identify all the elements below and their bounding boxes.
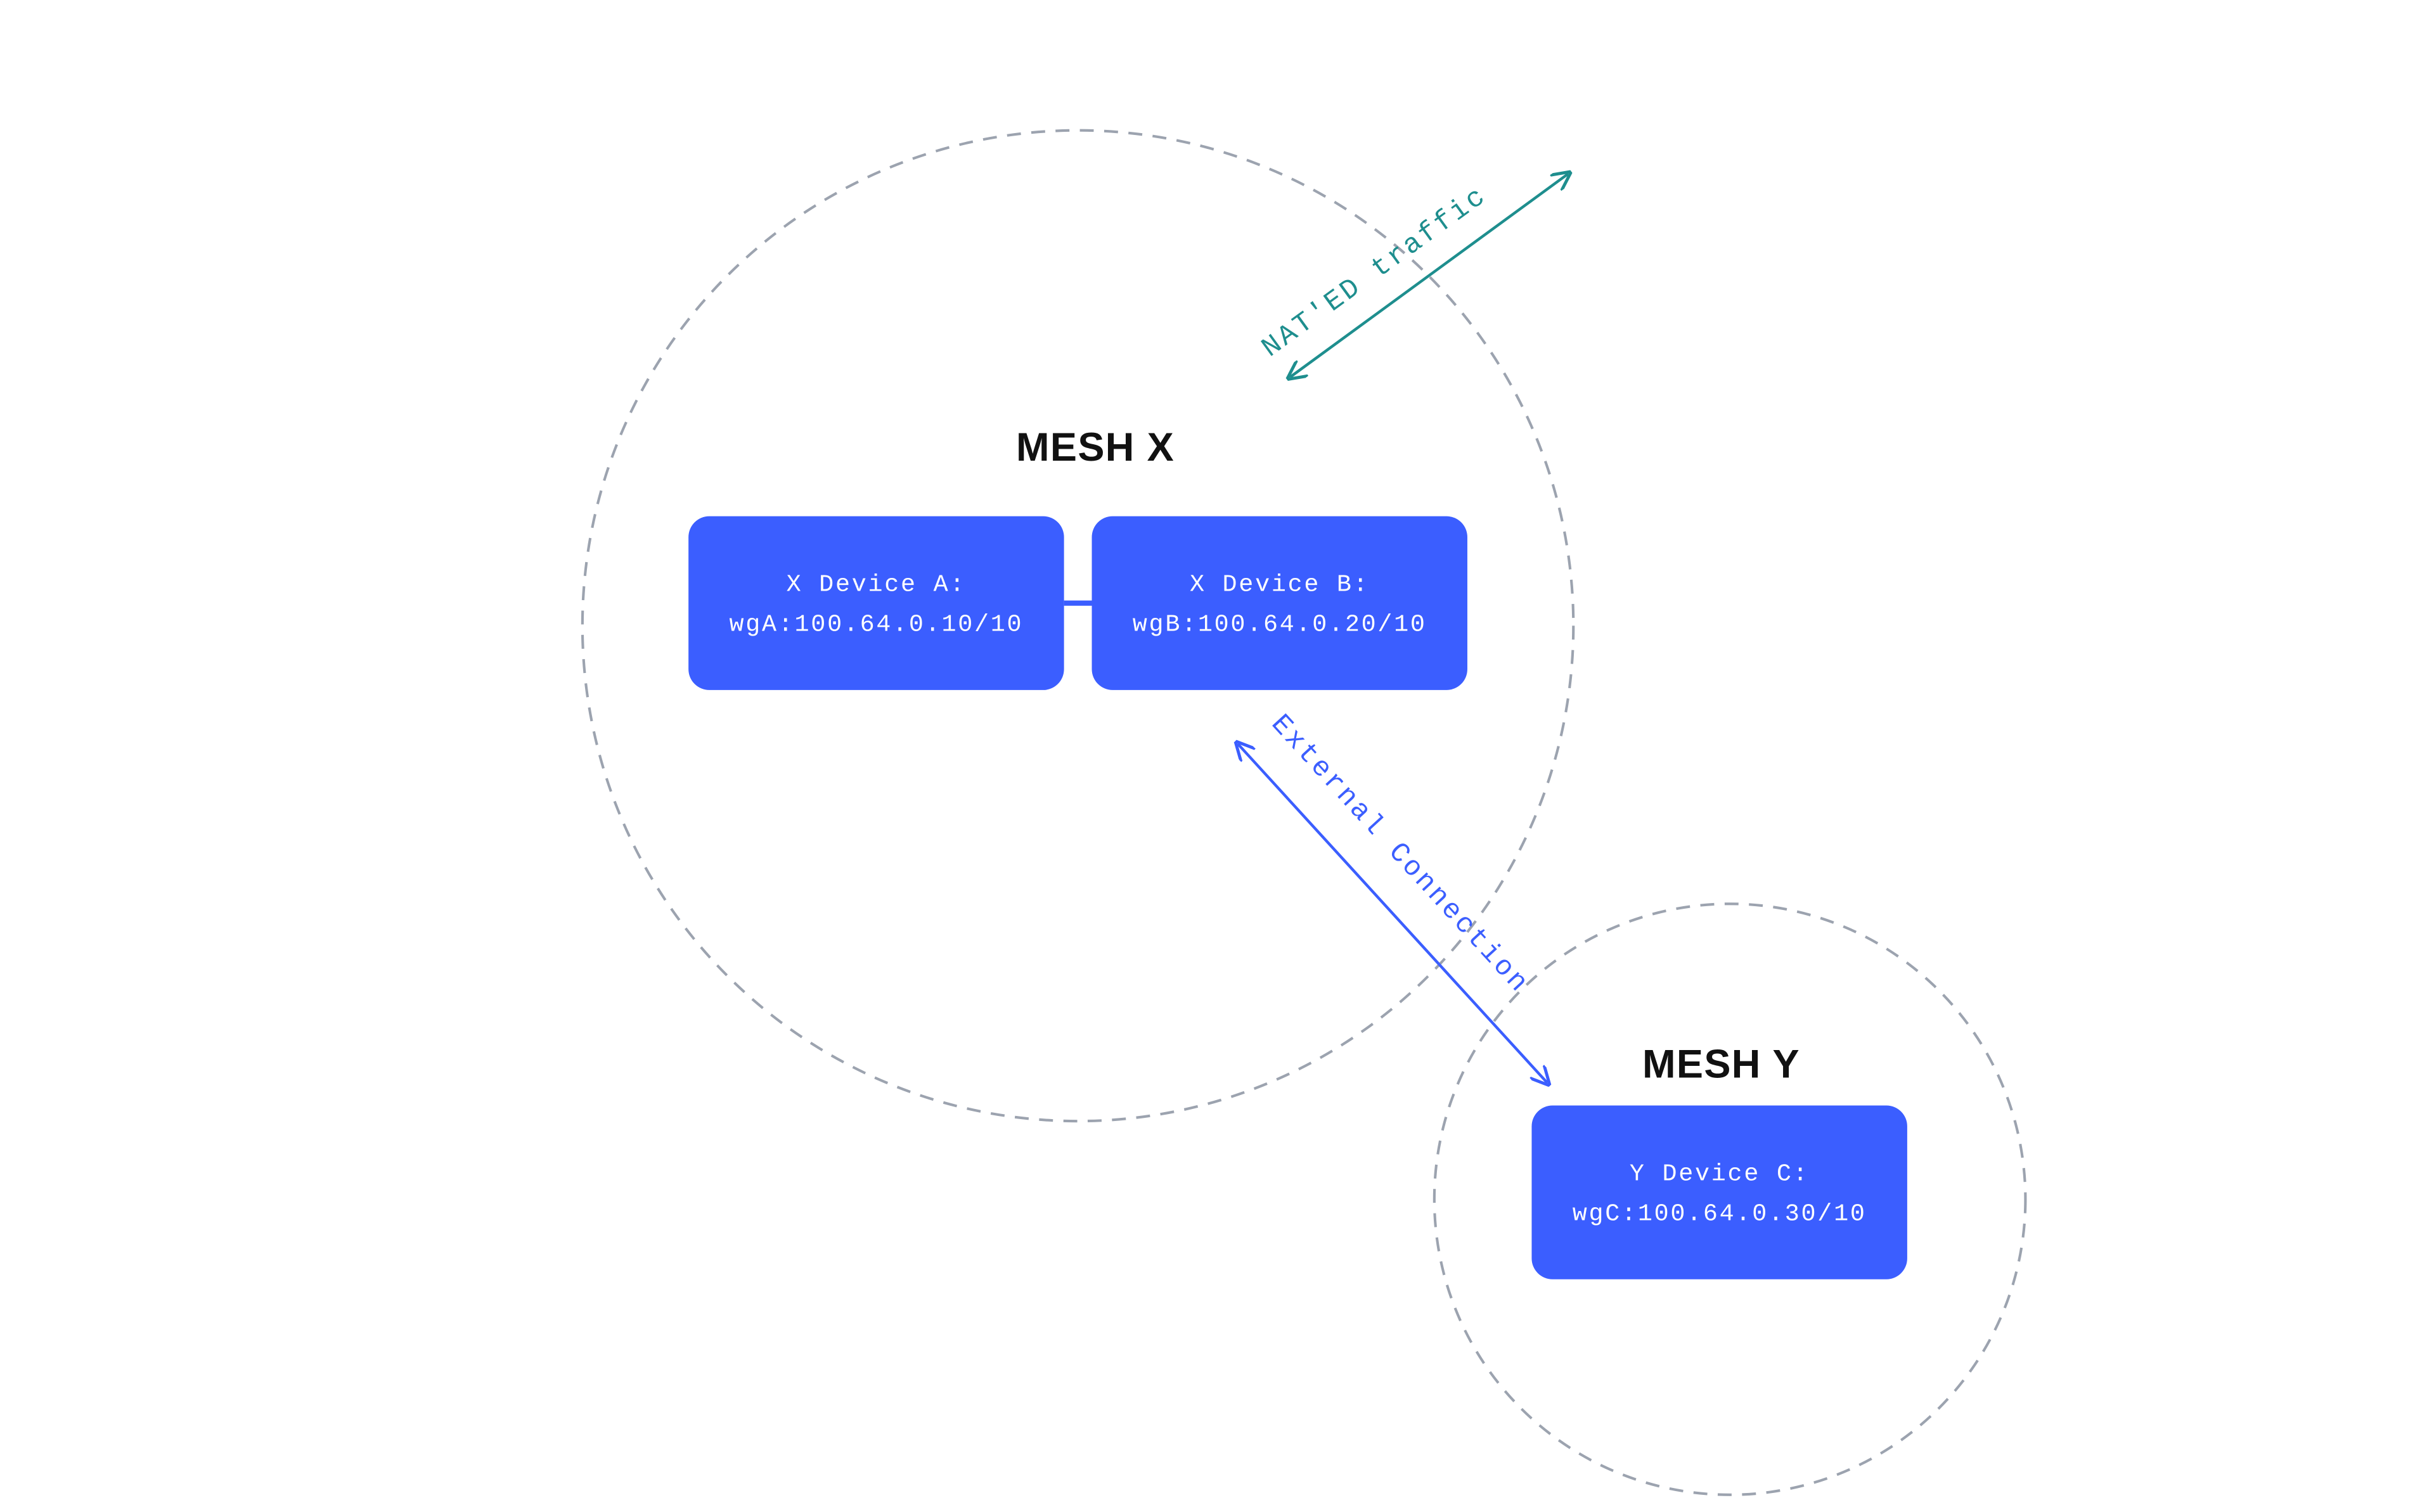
device-a-line1: X Device A:	[787, 571, 967, 599]
arrow-nat-label: NAT'ED traffic	[1256, 180, 1493, 364]
device-c-line2: wgC:100.64.0.30/10	[1573, 1200, 1867, 1227]
device-b-line1: X Device B:	[1190, 571, 1370, 599]
arrow-nat-line	[1290, 174, 1568, 377]
device-a-box	[688, 516, 1064, 690]
network-diagram: MESH X MESH Y X Device A: wgA:100.64.0.10/1…	[0, 0, 2434, 1512]
device-b-line2: wgB:100.64.0.20/10	[1133, 611, 1427, 639]
arrow-ext-label: External Connection	[1264, 708, 1535, 1000]
device-c-line1: Y Device C:	[1630, 1160, 1810, 1188]
arrow-ext: External Connection	[1238, 708, 1547, 1082]
device-b-box	[1092, 516, 1467, 690]
device-a-line2: wgA:100.64.0.10/10	[729, 611, 1023, 639]
meshX-title: MESH X	[1016, 425, 1175, 470]
device-b: X Device B: wgB:100.64.0.20/10	[1092, 516, 1467, 690]
meshY-title: MESH Y	[1642, 1042, 1800, 1087]
arrow-nat: NAT'ED traffic	[1256, 174, 1568, 377]
arrow-ext-line	[1238, 744, 1547, 1083]
device-c-box	[1531, 1105, 1907, 1279]
device-a: X Device A: wgA:100.64.0.10/10	[688, 516, 1064, 690]
device-c: Y Device C: wgC:100.64.0.30/10	[1531, 1105, 1907, 1279]
